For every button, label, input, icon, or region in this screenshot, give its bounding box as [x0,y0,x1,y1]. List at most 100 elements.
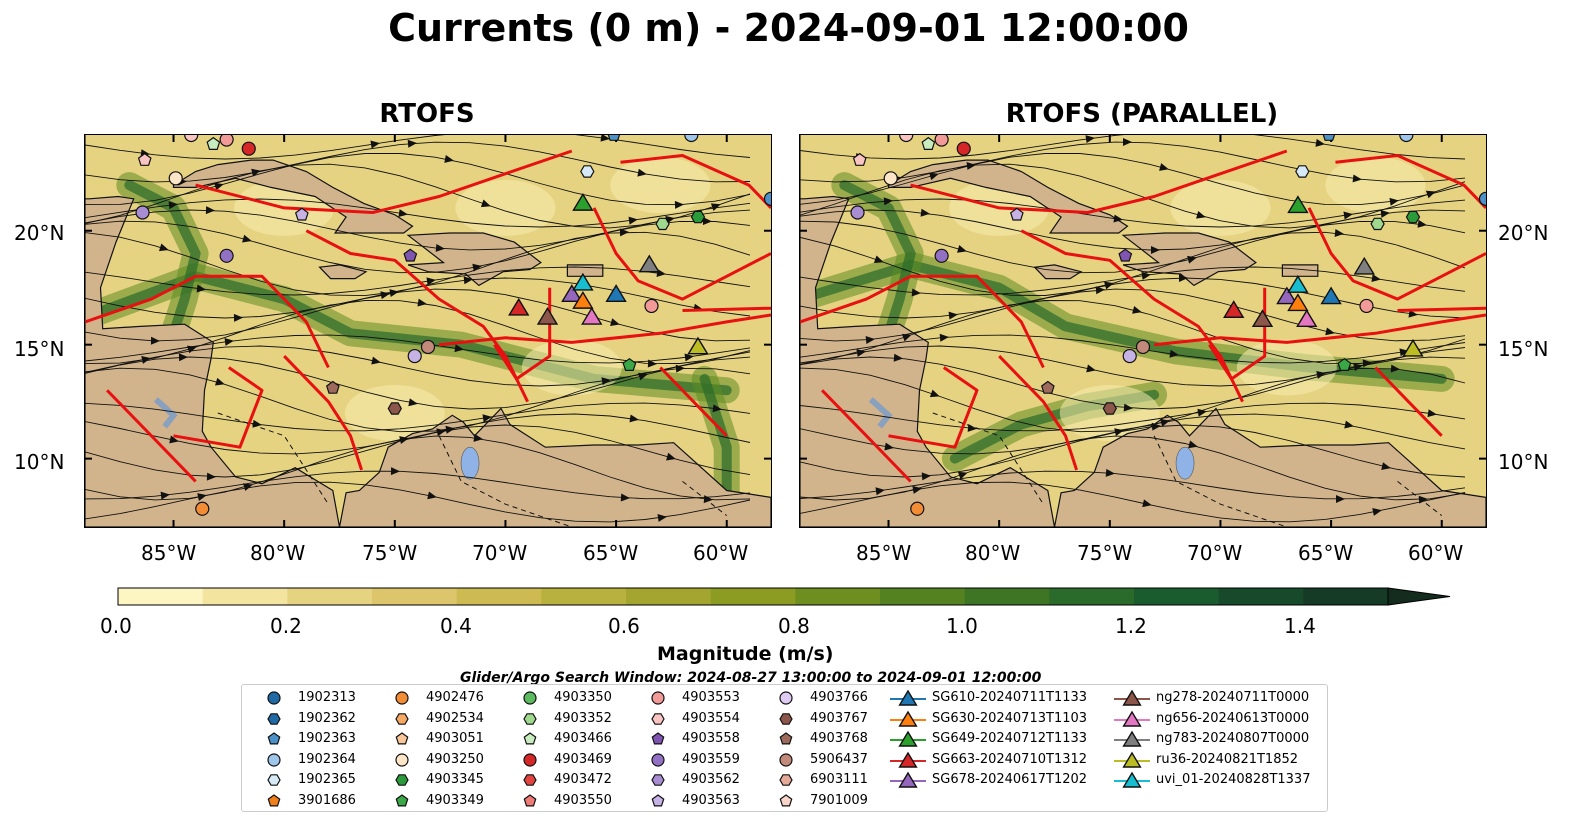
argo-float-marker [1322,135,1336,141]
legend-symbol [651,794,665,807]
colorbar-segment [710,588,796,605]
glider-marker [1223,300,1245,318]
streamline-arrow [675,364,685,373]
streamline-arrow [620,493,630,502]
eez-boundary [1153,313,1486,347]
legend-marker-icon [779,794,793,807]
lon-label-75-left: 75°W [362,541,418,565]
streamline-arrow [454,344,464,353]
glider-marker [1287,195,1309,214]
argo-float-marker [763,191,771,206]
streamline-arrow [610,318,620,327]
legend-marker-icon [395,774,409,787]
map-panel-rtofs[interactable] [84,134,772,528]
legend-symbol [395,753,409,767]
legend-symbol [267,732,281,745]
legend-label: 7901009 [810,793,868,808]
eez-boundary [888,366,979,449]
streamline [85,356,751,410]
legend-symbol [779,732,793,745]
legend-marker-icon [1114,689,1150,706]
land [887,159,1129,234]
legend-label: 1902365 [298,772,356,788]
legend-symbol [779,774,793,787]
streamline-arrow [482,414,492,423]
legend-marker-icon [267,691,281,705]
streamline [85,288,751,342]
eez-boundary [106,389,197,483]
argo-float-marker [607,135,621,141]
argo-float-marker [622,357,637,371]
legend-marker-icon [651,691,665,705]
legend-label: 4903767 [810,710,868,726]
legend-symbol [651,753,665,767]
lon-label-75-right: 75°W [1077,541,1133,565]
legend-label: 4903562 [682,772,740,788]
eez-boundary [85,274,330,369]
panel-title-rtofs-parallel: RTOFS (PARALLEL) [1005,99,1279,129]
legend-triangle [898,710,918,727]
legend-triangle [898,730,918,747]
streamline-arrow [445,425,455,434]
streamline [85,220,751,274]
streamline-arrow [893,353,903,362]
argo-float-marker [1135,339,1151,355]
streamline-arrow [408,398,418,407]
legend-marker-icon [651,753,665,767]
streamline [85,424,751,478]
legend-marker-icon [267,712,281,725]
streamline-arrow [629,414,639,423]
legend-symbol [267,774,281,787]
legend-label: 1902313 [298,690,356,705]
streamline-arrow [1380,209,1390,218]
colorbar-extend-arrow [1387,587,1451,606]
colorbar-tick-6: 1.2 [1115,614,1147,638]
colorbar-tick-2: 0.4 [440,614,472,638]
streamline-arrow [901,333,912,342]
legend-triangle [1122,710,1142,727]
streamline-arrow [1122,137,1132,146]
streamline-arrow [710,203,721,211]
lake-maracaibo [1175,446,1195,480]
legend-marker-icon [523,712,537,725]
legend-marker-icon [651,774,665,787]
streamline-arrow [417,298,427,307]
streamline-arrow [427,491,437,500]
streamline [800,277,1466,319]
streamline-arrow [884,442,894,451]
legend-marker-icon [267,794,281,807]
argo-float-marker [407,348,422,364]
streamline [800,141,1466,183]
streamline-arrow [1132,306,1142,314]
map-panel-rtofs-parallel[interactable] [799,134,1487,528]
legend-label: ng656-20240613T0000 [1156,710,1310,726]
legend-symbol [395,712,409,725]
legend-symbol [651,712,665,725]
legend-label: 5906437 [810,751,868,767]
colorbar-segment [1218,588,1304,605]
streamline-arrow [929,389,940,398]
land [406,232,542,287]
legend-symbol [523,753,537,767]
colorbar-segment [1134,588,1220,605]
streamline-arrow [657,514,667,522]
streamline-arrow [911,288,921,297]
legend-symbol [267,691,281,705]
streamline-arrow [224,337,234,346]
streamline-arrow [1151,422,1161,431]
lon-label-60-left: 60°W [693,541,749,565]
lon-label-80-right: 80°W [965,541,1021,565]
argo-float-marker [219,248,234,263]
argo-float-marker [1359,298,1374,314]
streamline-arrow [948,311,958,320]
legend-symbol [779,691,793,705]
legend-marker-icon [651,712,665,725]
main-title: Currents (0 m) - 2024-09-01 12:00:00 [388,6,1189,50]
streamline-arrow [1408,309,1418,318]
legend-label: 4903768 [810,731,868,747]
streamline-arrow [463,276,473,285]
legend-marker-icon [523,732,537,745]
streamline-arrow [647,359,657,368]
legend-marker-icon [395,691,409,705]
streamline-arrow [873,255,884,264]
